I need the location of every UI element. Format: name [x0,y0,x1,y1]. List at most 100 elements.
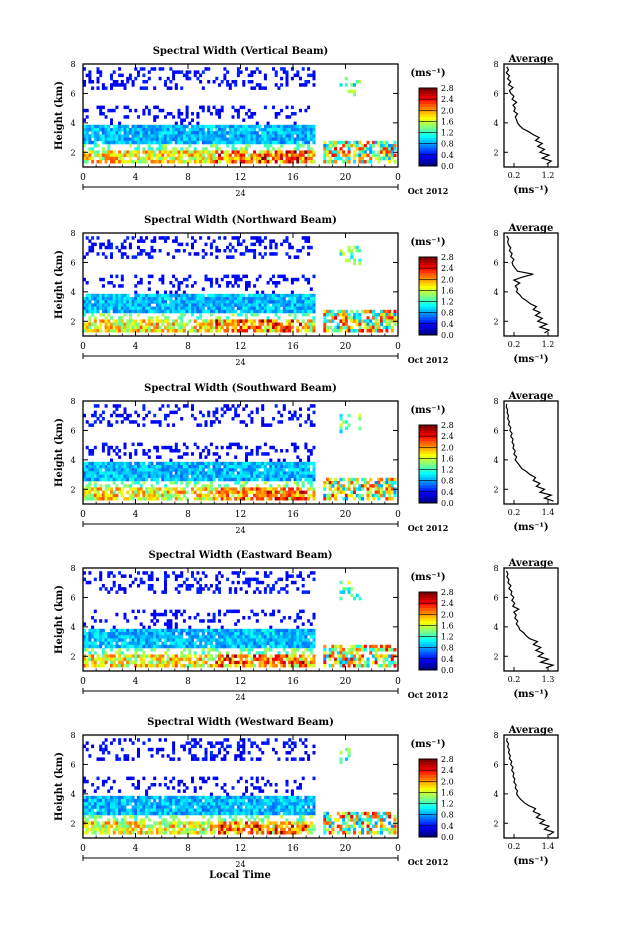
heatmap-cell [310,294,313,298]
heatmap-cell [180,118,183,122]
heatmap-cell [153,475,156,479]
heatmap-cell [369,329,372,333]
heatmap-cell [107,471,110,475]
heatmap-cell [383,157,386,161]
heatmap-cell [105,303,108,307]
heatmap-cell [140,654,143,658]
heatmap-cell [213,487,216,491]
heatmap-cell [267,475,270,479]
heatmap-cell [88,323,91,327]
heatmap-cell [124,323,127,327]
heatmap-cell [180,481,183,485]
heatmap-cell [99,70,102,74]
heatmap-cell [267,131,270,135]
heatmap-cell [161,642,164,646]
heatmap-cell [337,150,340,154]
heatmap-cell [91,147,94,151]
heatmap-cell [226,651,229,655]
heatmap-cell [259,462,262,466]
heatmap-cell [334,326,337,330]
heatmap-cell [269,484,272,488]
heatmap-cell [91,150,94,154]
heatmap-cell [132,491,135,495]
heatmap-cell [115,310,118,314]
heatmap-cell [172,449,175,453]
heatmap-cell [99,128,102,132]
heatmap-cell [237,414,240,418]
heatmap-cell [94,414,97,418]
heatmap-cell [91,449,94,453]
heatmap-cell [137,297,140,301]
heatmap-cell [242,571,245,575]
heatmap-cell [283,471,286,475]
heatmap-cell [353,487,356,491]
heatmap-cell [232,326,235,330]
heatmap-cell [88,478,91,482]
heatmap-cell [296,468,299,472]
heatmap-cell [161,278,164,282]
heatmap-cell [142,109,145,113]
heatmap-cell [234,109,237,113]
heatmap-cell [137,635,140,639]
heatmap-cell [202,497,205,501]
heatmap-cell [161,125,164,129]
heatmap-cell [205,475,208,479]
heatmap-cell [142,638,145,642]
heatmap-cell [280,310,283,314]
heatmap-cell [223,638,226,642]
heatmap-cell [99,645,102,649]
heatmap-cell [151,584,154,588]
heatmap-cell [353,160,356,164]
heatmap-cell [91,313,94,317]
heatmap-cell [156,291,159,295]
heatmap-cell [159,654,162,658]
heatmap-cell [261,157,264,161]
avg-frame [504,64,558,167]
heatmap-cell [151,471,154,475]
heatmap-cell [145,478,148,482]
heatmap-cell [172,275,175,279]
heatmap-cell [302,297,305,301]
heatmap-cell [223,613,226,617]
heatmap-cell [86,638,89,642]
heatmap-cell [242,491,245,495]
heatmap-cell [129,310,132,314]
heatmap-cell [302,160,305,164]
heatmap-cell [86,642,89,646]
heatmap-cell [218,154,221,158]
heatmap-cell [121,414,124,418]
heatmap-cell [188,122,191,126]
heatmap-cell [97,138,100,142]
heatmap-cell [294,307,297,311]
heatmap-cell [310,452,313,456]
heatmap-cell [358,141,361,145]
heatmap-cell [275,303,278,307]
heatmap-cell [124,294,127,298]
heatmap-cell [97,106,100,110]
heatmap-cell [291,281,294,285]
heatmap-cell [137,125,140,129]
heatmap-cell [299,414,302,418]
heatmap-cell [215,326,218,330]
heatmap-cell [286,491,289,495]
heatmap-cell [210,150,213,154]
heatmap-cell [207,141,210,145]
heatmap-cell [202,138,205,142]
heatmap-cell [267,497,270,501]
heatmap-cell [226,157,229,161]
heatmap-cell [97,160,100,164]
heatmap-cell [218,83,221,87]
heatmap-cell [234,411,237,415]
heatmap-cell [156,329,159,333]
heatmap-cell [307,281,310,285]
heatmap-cell [221,326,224,330]
heatmap-cell [218,307,221,311]
heatmap-cell [275,497,278,501]
heatmap-cell [256,581,259,585]
heatmap-cell [210,160,213,164]
heatmap-cell [148,629,151,633]
heatmap-cell [237,632,240,636]
heatmap-cell [178,160,181,164]
heatmap-cell [188,658,191,662]
heatmap-cell [86,141,89,145]
